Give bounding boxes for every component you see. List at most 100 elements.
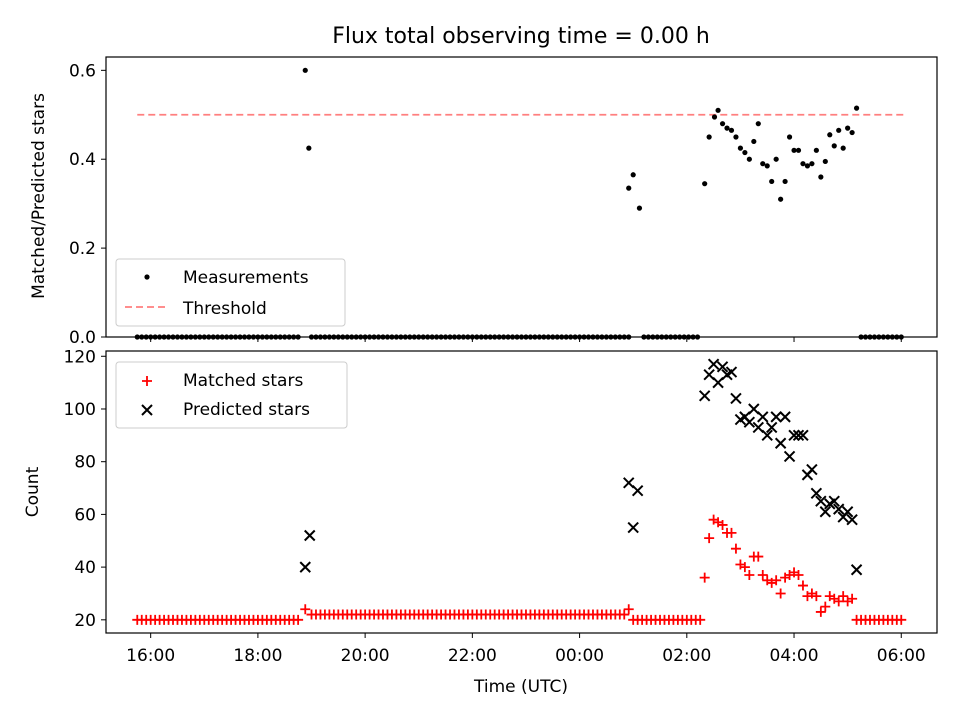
chart-title: Flux total observing time = 0.00 h [332, 24, 710, 49]
predicted-star-point [623, 477, 635, 489]
matched-star-point [739, 562, 750, 573]
predicted-star-point [770, 411, 782, 423]
y-tick-label: 0.2 [69, 239, 96, 259]
measurement-point [706, 134, 712, 140]
measurement-point [786, 134, 793, 140]
predicted-star-point [779, 411, 791, 423]
predicted-star-point [850, 564, 863, 576]
predicted-star-point [141, 404, 153, 416]
matched-star-point [771, 575, 782, 586]
matched-star-point [293, 614, 304, 625]
y-tick-label: 120 [64, 347, 96, 367]
measurement-point [849, 129, 855, 136]
matched-star-point [757, 570, 768, 581]
legend-label-predicted: Predicted stars [183, 400, 310, 420]
predicted-star-point [797, 429, 809, 442]
y-tick-label: 60 [74, 505, 96, 525]
matched-star-point [847, 593, 858, 604]
measurement-point [144, 274, 150, 280]
matched-star-point [838, 591, 849, 602]
measurement-point [737, 145, 744, 151]
top-y-axis-label: Matched/Predicted stars [29, 93, 49, 299]
measurement-point [769, 178, 775, 185]
measurement-point [778, 196, 784, 202]
measurement-point [827, 132, 833, 138]
measurement-point [791, 147, 797, 153]
legend-box [115, 258, 346, 327]
predicted-star-point [698, 390, 711, 402]
measurement-point [711, 114, 718, 120]
matched-star-point [793, 570, 804, 581]
measurement-point [755, 121, 761, 127]
predicted-star-point [631, 484, 644, 497]
measurement-point [773, 156, 779, 162]
measurement-point [818, 174, 824, 180]
plot-frame [105, 56, 938, 338]
legend-label-measurements: Measurements [183, 268, 309, 288]
predicted-star-point [707, 358, 720, 370]
measurement-point [636, 205, 643, 211]
matched-star-point [744, 570, 755, 581]
matched-star-point [726, 527, 737, 538]
predicted-star-point [299, 561, 311, 573]
matched-star-point [300, 604, 311, 615]
x-tick-label: 20:00 [341, 646, 390, 666]
top-plot-panel: 0.0 0.2 0.4 0.6 Measurements Threshold [69, 56, 938, 348]
x-tick-label: 18:00 [233, 646, 282, 666]
matched-star-point [753, 551, 764, 562]
measurement-point [728, 127, 735, 133]
x-tick-label: 00:00 [555, 646, 604, 666]
predicted-star-point [833, 503, 845, 515]
predicted-star-point [815, 495, 827, 507]
y-tick-label: 0.6 [69, 61, 96, 81]
measurement-point [302, 67, 308, 73]
predicted-star-point [765, 421, 778, 434]
measurement-point [719, 121, 726, 127]
measurement-point [813, 147, 819, 153]
plot-frame [105, 350, 938, 634]
bottom-data-layer [132, 358, 907, 625]
matched-star-point [820, 601, 831, 612]
matched-star-point [623, 604, 634, 615]
predicted-star-point [703, 369, 715, 381]
matched-star-point [775, 588, 786, 599]
bottom-plot-panel: 20 40 60 80 100 120 16:00 18:00 20:00 22:00 00:00 0… [64, 347, 938, 666]
matched-star-point [797, 580, 808, 591]
predicted-star-point [752, 421, 764, 434]
matched-star-point [717, 519, 728, 530]
matched-star-point [142, 376, 152, 386]
measurement-point [800, 161, 806, 167]
measurement-point [702, 181, 708, 187]
predicted-star-point [841, 506, 854, 518]
x-tick-label: 06:00 [877, 646, 926, 666]
predicted-star-point [716, 361, 729, 373]
predicted-star-point [757, 411, 769, 423]
top-legend: Measurements Threshold [115, 258, 346, 327]
bottom-legend: Matched stars Predicted stars [115, 361, 348, 429]
legend-label-matched: Matched stars [183, 371, 303, 391]
measurement-point [782, 178, 788, 185]
matched-star-point [811, 591, 822, 602]
y-tick-label: 100 [64, 400, 96, 420]
predicted-star-point [788, 429, 800, 442]
predicted-star-point [627, 521, 639, 534]
matched-star-point [730, 543, 741, 554]
measurement-point [809, 161, 815, 167]
y-tick-label: 80 [74, 453, 96, 473]
measurement-point [751, 138, 757, 145]
measurement-point [804, 163, 811, 169]
matched-star-point [833, 596, 844, 607]
predicted-star-point [819, 506, 832, 518]
x-tick-label: 04:00 [770, 646, 819, 666]
measurement-point [715, 107, 721, 113]
measurement-point [836, 127, 842, 133]
measurement-point [746, 156, 752, 162]
bottom-y-axis-label: Count [23, 466, 43, 517]
x-tick-label: 02:00 [662, 646, 711, 666]
x-axis-label: Time (UTC) [473, 677, 568, 697]
measurement-point [822, 158, 828, 165]
predicted-star-point [846, 513, 858, 526]
x-tick-label: 16:00 [126, 646, 175, 666]
